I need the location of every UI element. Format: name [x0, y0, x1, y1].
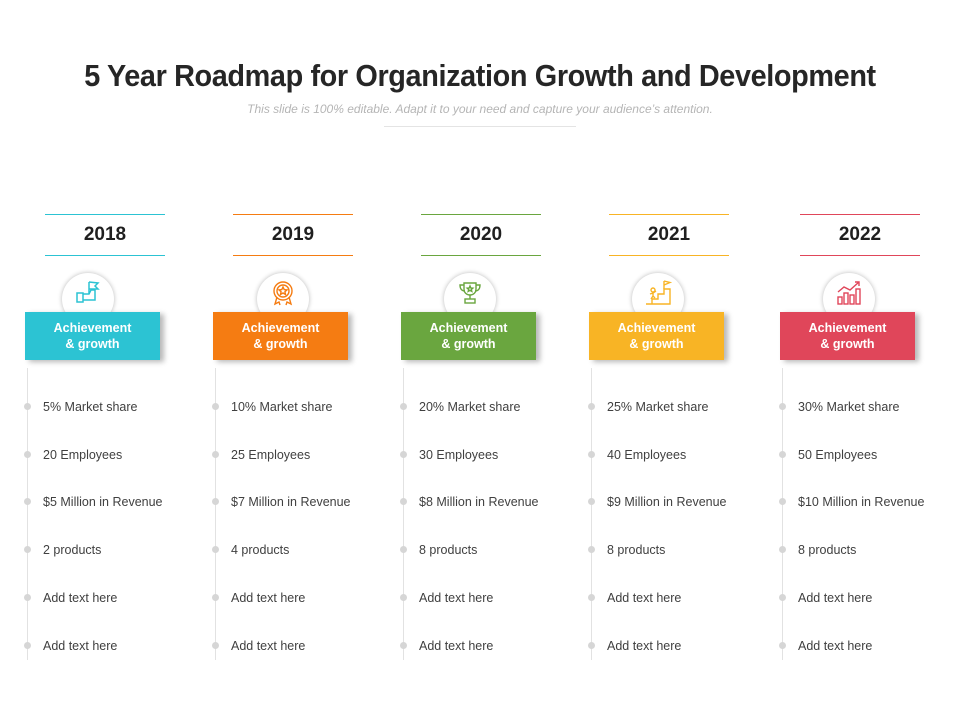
year-heading: 2018: [45, 214, 165, 256]
bullet-dot: [212, 451, 219, 458]
roadmap-column-2019: 2019 Achievement & growth 10% Market sha…: [212, 0, 403, 720]
bullet-dot: [24, 403, 31, 410]
bullet-dot: [212, 594, 219, 601]
bullet-dot: [588, 594, 595, 601]
growth-chart-icon: [835, 273, 863, 311]
achievement-label: Achievement & growth: [25, 312, 160, 360]
timeline-line: [403, 368, 404, 660]
bullet-dot: [588, 546, 595, 553]
bullet-dot: [24, 498, 31, 505]
bullet-dot: [779, 594, 786, 601]
bullet-dot: [779, 546, 786, 553]
bullet-dot: [24, 546, 31, 553]
bullet-dot: [24, 642, 31, 649]
bullet-dot: [212, 403, 219, 410]
roadmap-column-2021: 2021 Achievement & growth 25% Market sha…: [588, 0, 779, 720]
bullet-dot: [588, 642, 595, 649]
bullet-dot: [779, 451, 786, 458]
year-heading: 2021: [609, 214, 729, 256]
bullet-dot: [212, 498, 219, 505]
bullet-dot: [779, 403, 786, 410]
roadmap-column-2022: 2022 Achievement & growth 30% Market sha…: [779, 0, 960, 720]
award-medal-icon: [270, 273, 296, 311]
bullet-dot: [779, 642, 786, 649]
bullet-dot: [212, 642, 219, 649]
timeline-line: [782, 368, 783, 660]
bullet-dot: [400, 546, 407, 553]
timeline-line: [27, 368, 28, 660]
year-heading: 2020: [421, 214, 541, 256]
roadmap-column-2018: 2018 Achievement & growth 5% Market shar…: [24, 0, 215, 720]
roadmap-column-2020: 2020 Achievement & growth 20% Market sha…: [400, 0, 591, 720]
stairs-flag-icon: [644, 273, 673, 311]
bullet-dot: [588, 451, 595, 458]
bullet-dot: [212, 546, 219, 553]
bullet-dot: [588, 403, 595, 410]
page-subtitle: This slide is 100% editable. Adapt it to…: [247, 102, 713, 116]
timeline-line: [215, 368, 216, 660]
bullet-dot: [400, 451, 407, 458]
bullet-dot: [400, 403, 407, 410]
bullet-dot: [779, 498, 786, 505]
bullet-dot: [588, 498, 595, 505]
hand-flag-icon: [74, 273, 102, 309]
year-heading: 2019: [233, 214, 353, 256]
bullet-dot: [400, 642, 407, 649]
page-title: 5 Year Roadmap for Organization Growth a…: [84, 58, 876, 93]
timeline-line: [591, 368, 592, 660]
year-heading: 2022: [800, 214, 920, 256]
bullet-dot: [400, 594, 407, 601]
achievement-label: Achievement & growth: [589, 312, 724, 360]
achievement-label: Achievement & growth: [780, 312, 915, 360]
achievement-label: Achievement & growth: [213, 312, 348, 360]
trophy-icon: [457, 273, 483, 311]
title-divider: [384, 126, 576, 127]
bullet-dot: [400, 498, 407, 505]
achievement-label: Achievement & growth: [401, 312, 536, 360]
bullet-dot: [24, 594, 31, 601]
bullet-dot: [24, 451, 31, 458]
